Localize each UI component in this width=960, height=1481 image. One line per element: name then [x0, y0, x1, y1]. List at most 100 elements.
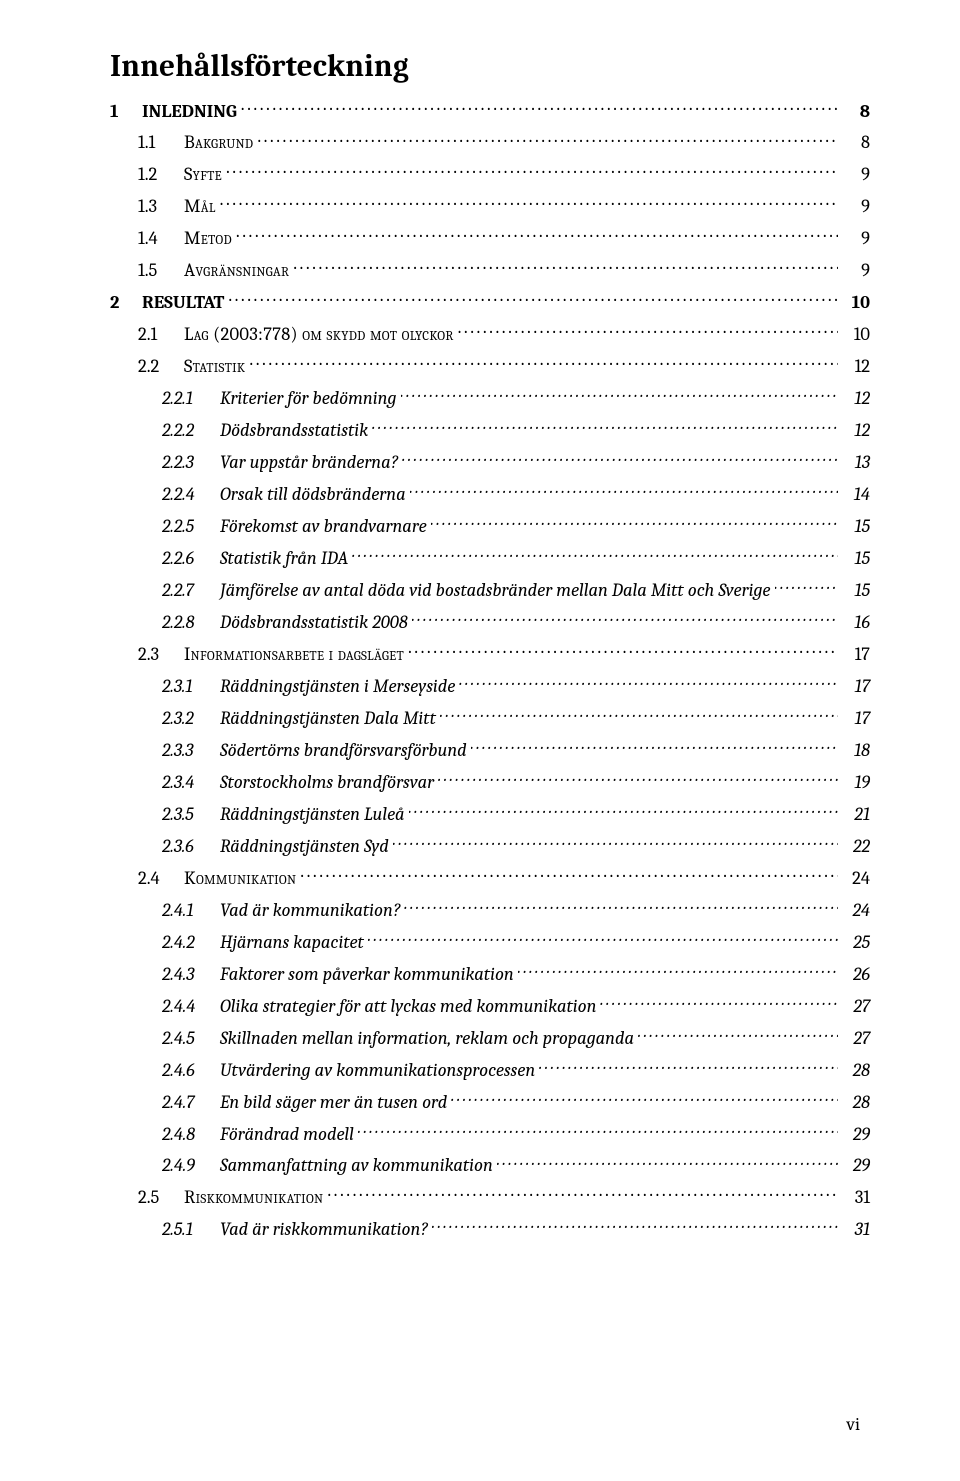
toc-entry-page: 12: [842, 418, 870, 443]
toc-entry-number: 2.2.5: [162, 514, 220, 539]
toc-leader: [459, 673, 838, 692]
toc-entry-number: 2.2.4: [162, 482, 220, 507]
toc-entry-page: 29: [842, 1153, 870, 1178]
toc-entry: 2.3.4Storstockholms brandförsvar19: [110, 769, 870, 794]
toc-entry-number: 2.3.5: [162, 802, 220, 827]
toc-leader: [638, 1025, 838, 1044]
toc-entry-number: 1.4: [138, 226, 184, 251]
toc-entry: 2.3.2Räddningstjänsten Dala Mitt17: [110, 705, 870, 730]
toc-entry-number: 2.2: [138, 354, 184, 379]
toc-entry-page: 9: [842, 162, 870, 187]
toc-leader: [410, 482, 838, 501]
toc-entry: 2.4Kommunikation 24: [110, 865, 870, 890]
toc-entry-page: 16: [842, 610, 870, 635]
toc-entry-number: 2.4.6: [162, 1058, 220, 1083]
toc-entry-label: Mål: [184, 194, 216, 219]
toc-leader: [393, 833, 838, 852]
toc-leader: [404, 897, 838, 916]
toc-entry-number: 2.3.6: [162, 834, 220, 859]
toc-leader: [440, 705, 838, 724]
toc-leader: [372, 418, 838, 437]
toc-entry-page: 17: [842, 706, 870, 731]
toc-entry-label: Informationsarbete i dagsläget: [184, 642, 404, 667]
toc-entry-label: Lag (2003:778) om skydd mot olyckor: [184, 322, 454, 347]
toc-entry: 2.4.1Vad är kommunikation?24: [110, 897, 870, 922]
toc-entry: 2.4.2Hjärnans kapacitet25: [110, 929, 870, 954]
toc-entry-page: 17: [842, 674, 870, 699]
toc-entry: 2.5.1Vad är riskkommunikation?31: [110, 1217, 870, 1242]
toc-entry-page: 18: [842, 738, 870, 763]
toc-entry-label: Södertörns brandförsvarsförbund: [220, 738, 467, 763]
toc-leader: [293, 258, 838, 277]
toc-entry-label: En bild säger mer än tusen ord: [220, 1090, 447, 1115]
toc-leader: [408, 641, 838, 660]
toc-leader: [401, 386, 838, 405]
toc-entry-number: 2.2.2: [162, 418, 220, 443]
toc-entry: 2.3.1Räddningstjänsten i Merseyside17: [110, 673, 870, 698]
toc-entry-page: 26: [842, 962, 870, 987]
page-number-footer: vi: [847, 1414, 860, 1435]
toc-title: Innehållsförteckning: [110, 48, 870, 84]
toc-entry-number: 2.3: [138, 642, 184, 667]
toc-leader: [249, 354, 838, 373]
toc-entry-page: 9: [842, 258, 870, 283]
toc-entry: 2.4.3Faktorer som påverkar kommunikation…: [110, 961, 870, 986]
toc-leader: [600, 993, 838, 1012]
toc-entry-label: Förekomst av brandvarnare: [220, 514, 427, 539]
toc-entry-number: 1.2: [138, 162, 184, 187]
toc-entry-label: Metod: [184, 226, 232, 251]
toc-leader: [775, 578, 839, 597]
toc-entry-label: Jämförelse av antal döda vid bostadsbrän…: [220, 578, 771, 603]
toc-entry: 2.2.1Kriterier för bedömning 12: [110, 386, 870, 411]
toc-entry-label: Räddningstjänsten i Merseyside: [220, 674, 455, 699]
toc-entry-page: 10: [842, 322, 870, 347]
toc-entry-label: Sammanfattning av kommunikation: [220, 1153, 493, 1178]
toc-leader: [438, 769, 838, 788]
toc-entry-label: Räddningstjänsten Luleå: [220, 802, 405, 827]
toc-entry-number: 2.2.6: [162, 546, 220, 571]
toc-entry-label: Orsak till dödsbränderna: [220, 482, 406, 507]
toc-entry: 2.4.5Skillnaden mellan information, rekl…: [110, 1025, 870, 1050]
toc-leader: [497, 1153, 838, 1172]
toc-entry-page: 8: [842, 99, 870, 124]
toc-entry-number: 2.4: [138, 866, 184, 891]
toc-entry: 2.4.8Förändrad modell29: [110, 1121, 870, 1146]
toc-entry-page: 24: [842, 866, 870, 891]
toc-entry: 1.2Syfte9: [110, 162, 870, 187]
toc-entry: 2RESULTAT10: [110, 290, 870, 315]
toc-entry-page: 12: [842, 386, 870, 411]
toc-entry: 2.2.8Dödsbrandsstatistik 200816: [110, 610, 870, 635]
toc-entry: 2.2Statistik12: [110, 354, 870, 379]
toc-entry-label: Vad är riskkommunikation?: [220, 1217, 428, 1242]
toc-entry-number: 2.5.1: [162, 1217, 220, 1242]
toc-entry: 2.3.5Räddningstjänsten Luleå21: [110, 801, 870, 826]
toc-entry-page: 15: [842, 514, 870, 539]
toc-entry: 1.3Mål9: [110, 194, 870, 219]
toc-leader: [412, 610, 838, 629]
toc-entry-label: Olika strategier för att lyckas med komm…: [220, 994, 596, 1019]
toc-entry: 2.4.6Utvärdering av kommunikationsproces…: [110, 1057, 870, 1082]
toc-entry-label: RESULTAT: [142, 290, 224, 315]
toc-entry-page: 28: [842, 1058, 870, 1083]
toc-leader: [327, 1185, 838, 1204]
toc-entry-number: 2.2.1: [162, 386, 220, 411]
toc-leader: [241, 98, 838, 117]
toc-entry-number: 2.4.3: [162, 962, 220, 987]
toc-leader: [451, 1089, 838, 1108]
toc-entry-label: Storstockholms brandförsvar: [220, 770, 434, 795]
toc-entry-number: 2.2.7: [162, 578, 220, 603]
toc-entry-page: 31: [842, 1185, 870, 1210]
toc-entry-label: Hjärnans kapacitet: [220, 930, 364, 955]
toc-entry-number: 2.4.7: [162, 1090, 220, 1115]
toc-entry-number: 2.4.1: [162, 898, 220, 923]
toc-leader: [431, 514, 838, 533]
toc-leader: [471, 737, 838, 756]
toc-entry-label: Kriterier för bedömning: [220, 386, 397, 411]
toc-entry-label: Avgränsningar: [184, 258, 289, 283]
toc-entry: 2.2.2Dödsbrandsstatistik12: [110, 418, 870, 443]
toc-entry-label: Riskkommunikation: [184, 1185, 323, 1210]
toc-entry-label: Statistik: [184, 354, 245, 379]
toc-entry-label: Kommunikation: [184, 866, 296, 891]
toc-leader: [352, 546, 838, 565]
toc-entry: 1.5Avgränsningar9: [110, 258, 870, 283]
